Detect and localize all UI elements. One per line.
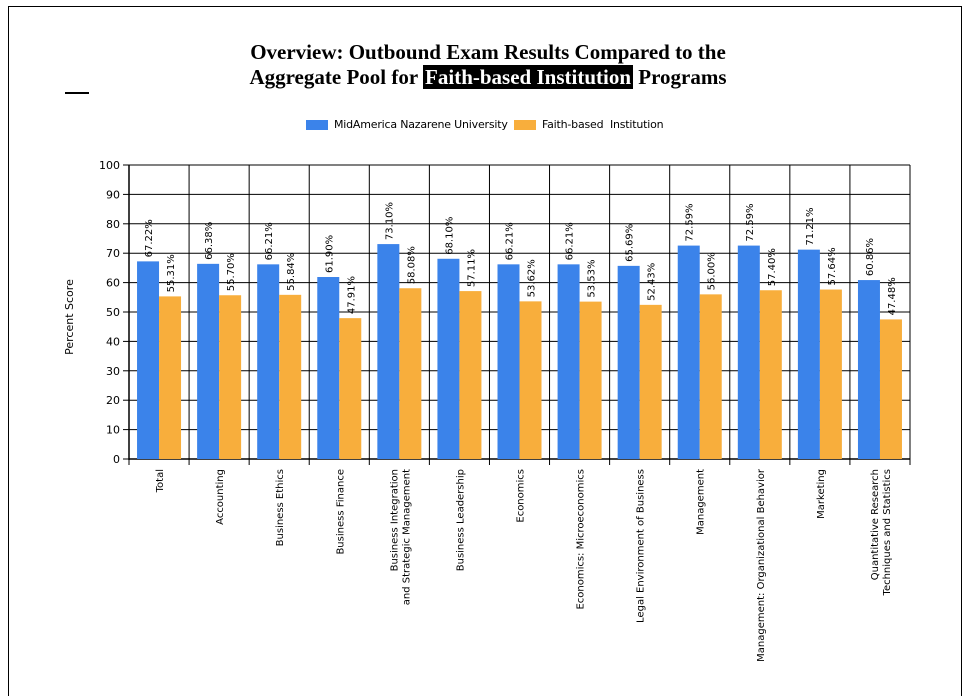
- bar-series-a: [557, 264, 580, 459]
- legend-swatch-series-b: [514, 119, 536, 130]
- y-tick-label: 80: [106, 218, 120, 231]
- bar-series-b: [639, 304, 662, 459]
- bar-series-b: [279, 294, 302, 459]
- data-label: 55.70%: [226, 253, 237, 291]
- bar-series-a: [677, 245, 700, 459]
- data-label: 67.22%: [144, 219, 155, 257]
- bar-series-b: [879, 319, 902, 459]
- x-category-label: Business Leadership: [455, 469, 466, 571]
- data-label: 53.62%: [527, 259, 538, 297]
- y-tick-label: 0: [113, 453, 120, 466]
- data-label: 66.21%: [565, 222, 576, 260]
- chart-title: Overview: Outbound Exam Results Compared…: [150, 40, 826, 90]
- data-label: 68.10%: [444, 217, 455, 255]
- data-label: 72.59%: [745, 203, 756, 241]
- bar-series-b: [339, 318, 362, 459]
- data-label: 73.10%: [384, 202, 395, 240]
- y-tick-label: 90: [106, 188, 120, 201]
- data-label: 72.59%: [685, 203, 696, 241]
- data-label: 47.48%: [887, 277, 898, 315]
- x-category-label: Techniques and Statistics: [882, 469, 893, 596]
- bar-series-b: [159, 296, 182, 459]
- x-category-label: Management: [696, 469, 707, 535]
- y-tick-label: 60: [106, 277, 120, 290]
- bar-series-a: [137, 261, 160, 459]
- y-tick-label: 30: [106, 365, 120, 378]
- legend-item-series-a: MidAmerica Nazarene University: [306, 118, 508, 131]
- data-label: 57.64%: [827, 247, 838, 285]
- x-category-label: Business Integration: [389, 469, 400, 571]
- bar-series-b: [459, 291, 482, 459]
- x-category-label: Quantitative Research: [870, 469, 881, 580]
- chart-title-highlight: Faith-based Institution: [423, 65, 634, 89]
- dash-mark: [65, 92, 89, 94]
- bar-series-a: [197, 263, 220, 459]
- y-tick-label: 100: [99, 159, 120, 172]
- data-label: 56.00%: [707, 252, 718, 290]
- x-category-label: Economics: [516, 469, 527, 523]
- data-label: 66.38%: [204, 222, 215, 260]
- bar-series-b: [519, 301, 542, 459]
- data-label: 47.91%: [346, 276, 357, 314]
- x-category-label: Business Ethics: [275, 469, 286, 546]
- data-label: 57.11%: [466, 249, 477, 287]
- bar-series-a: [437, 258, 460, 459]
- chart-title-suffix: Programs: [638, 65, 727, 89]
- data-label: 60.86%: [865, 238, 876, 276]
- bar-series-a: [737, 245, 760, 459]
- x-category-label: Business Finance: [335, 469, 346, 555]
- bar-series-a: [797, 249, 820, 459]
- data-label: 65.69%: [625, 224, 636, 262]
- x-category-label: Total: [155, 469, 166, 493]
- y-tick-label: 40: [106, 335, 120, 348]
- data-label: 55.84%: [286, 253, 297, 291]
- x-category-label: Marketing: [816, 469, 827, 519]
- x-category-label: Management: Organizational Behavior: [756, 468, 767, 662]
- bar-series-a: [617, 265, 640, 459]
- legend-item-series-b: Faith-based Institution: [514, 118, 664, 131]
- data-label: 66.21%: [264, 222, 275, 260]
- y-tick-label: 10: [106, 424, 120, 437]
- chart-legend: MidAmerica Nazarene University Faith-bas…: [0, 118, 966, 134]
- chart-title-prefix: Aggregate Pool for: [249, 65, 418, 89]
- y-tick-label: 70: [106, 247, 120, 260]
- legend-label-series-a: MidAmerica Nazarene University: [334, 118, 508, 131]
- bar-series-a: [377, 244, 400, 459]
- y-tick-label: 20: [106, 394, 120, 407]
- data-label: 71.21%: [805, 208, 816, 246]
- data-label: 55.31%: [166, 254, 177, 292]
- bar-series-a: [317, 277, 340, 459]
- bar-series-b: [759, 290, 782, 459]
- bar-series-b: [579, 301, 602, 459]
- bar-series-b: [699, 294, 722, 459]
- bar-series-b: [219, 295, 242, 459]
- data-label: 52.43%: [647, 263, 658, 301]
- data-label: 58.08%: [406, 246, 417, 284]
- data-label: 66.21%: [505, 222, 516, 260]
- x-category-label: and Strategic Management: [401, 469, 412, 605]
- legend-label-series-b: Faith-based Institution: [542, 118, 664, 131]
- chart-title-line1: Overview: Outbound Exam Results Compared…: [250, 40, 726, 64]
- bar-series-a: [497, 264, 520, 459]
- bar-series-b: [819, 289, 842, 459]
- x-category-label: Accounting: [215, 469, 226, 525]
- bar-series-a: [257, 264, 280, 459]
- data-label: 61.90%: [324, 235, 335, 273]
- x-category-label: Economics: Microeconomics: [576, 469, 587, 610]
- x-category-label: Legal Environment of Business: [636, 469, 647, 623]
- legend-swatch-series-a: [306, 119, 328, 130]
- data-label: 53.53%: [587, 259, 598, 297]
- chart-title-line2: Aggregate Pool for Faith-based Instituti…: [150, 65, 826, 90]
- bar-series-b: [399, 288, 422, 459]
- y-tick-label: 50: [106, 306, 120, 319]
- data-label: 57.40%: [767, 248, 778, 286]
- page-frame: [8, 6, 962, 696]
- bar-series-a: [857, 280, 880, 459]
